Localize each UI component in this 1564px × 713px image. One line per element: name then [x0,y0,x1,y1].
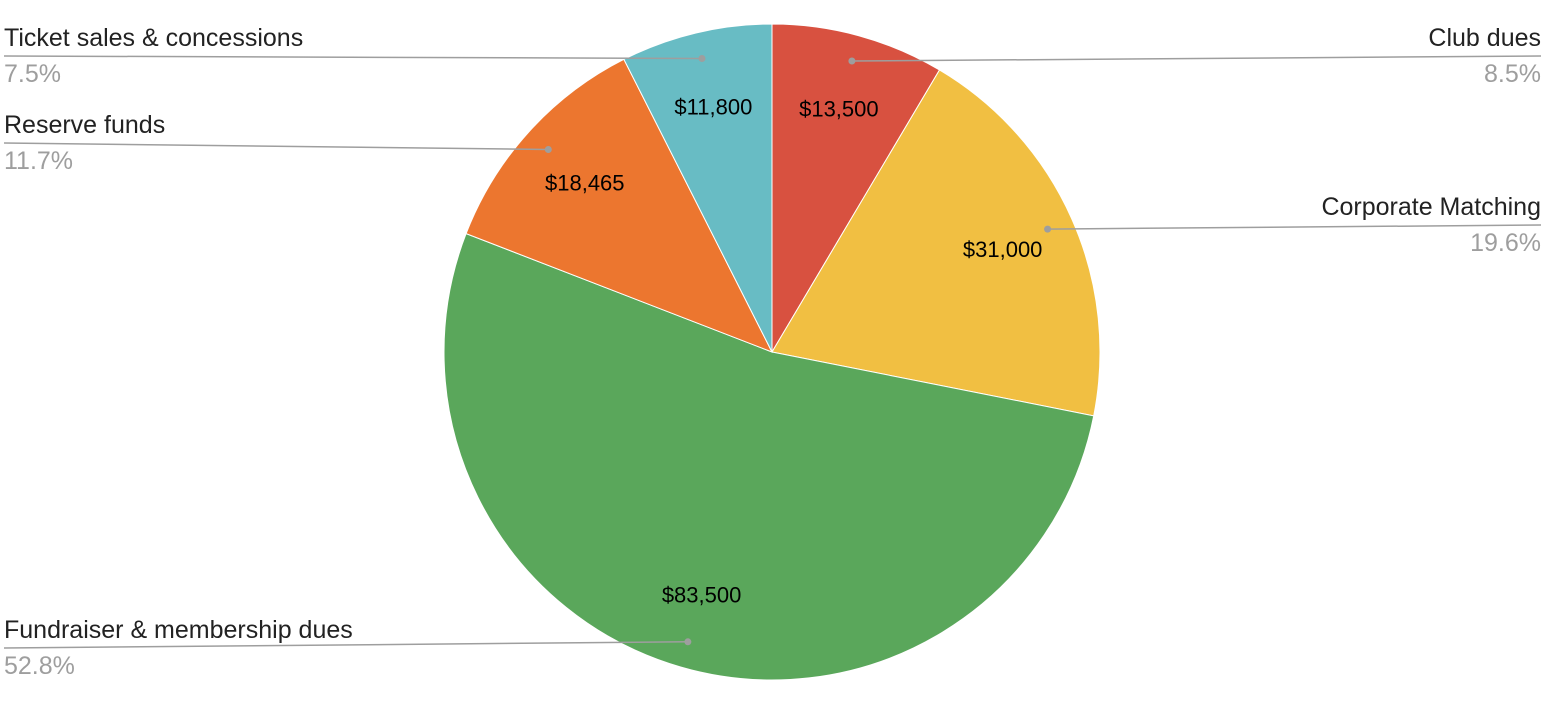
callout-label-reserve-funds: Reserve funds [4,111,165,139]
slice-value-label-club-dues: $13,500 [799,96,879,121]
callout-label-club-dues: Club dues [1428,24,1541,52]
pie-slice-ticket-sales-and-concessions [623,23,773,353]
leader-dot-corporate-matching [1044,225,1052,233]
callout-legend: Club dues 8.5% Corporate Matching 19.6% Fund… [3,24,1542,680]
leader-line-ticket-sales-and-concessions [3,55,702,60]
leader-line-club-dues [851,55,1542,62]
slice-value-label-fundraiser-and-membership-dues: $83,500 [662,583,742,608]
slice-value-label-corporate-matching: $31,000 [963,237,1043,262]
slice-value-label-ticket-sales-and-concessions: $11,800 [674,94,752,119]
callout-percent-club-dues: 8.5% [1484,60,1541,88]
callout-percent-corporate-matching: 19.6% [1470,229,1541,257]
leader-line-fundraiser-and-membership-dues [3,641,688,649]
leader-dot-fundraiser-and-membership-dues [684,638,692,646]
callout-percent-fundraiser-and-membership-dues: 52.8% [4,652,75,680]
leader-dot-ticket-sales-and-concessions [698,54,706,62]
leader-line-corporate-matching [1047,224,1542,230]
callout-label-ticket-sales-and-concessions: Ticket sales & concessions [4,24,303,52]
slice-value-labels: $13,500 $31,000 $83,500 $18,465 $11,800 [545,94,1042,607]
callout-label-corporate-matching: Corporate Matching [1321,193,1541,221]
pie-slice-fundraiser-and-membership-dues [443,232,1095,681]
callout-percent-ticket-sales-and-concessions: 7.5% [4,60,61,88]
callout-percent-reserve-funds: 11.7% [4,147,73,175]
leader-line-reserve-funds [3,142,549,151]
leader-dot-reserve-funds [544,145,552,153]
pie-slices [443,23,1101,681]
callout-label-fundraiser-and-membership-dues: Fundraiser & membership dues [4,616,353,644]
slice-value-label-reserve-funds: $18,465 [545,170,625,195]
pie-slice-club-dues [771,23,941,354]
pie-slice-corporate-matching [771,69,1101,417]
leader-dot-club-dues [848,57,856,65]
pie-slice-reserve-funds [465,58,774,353]
